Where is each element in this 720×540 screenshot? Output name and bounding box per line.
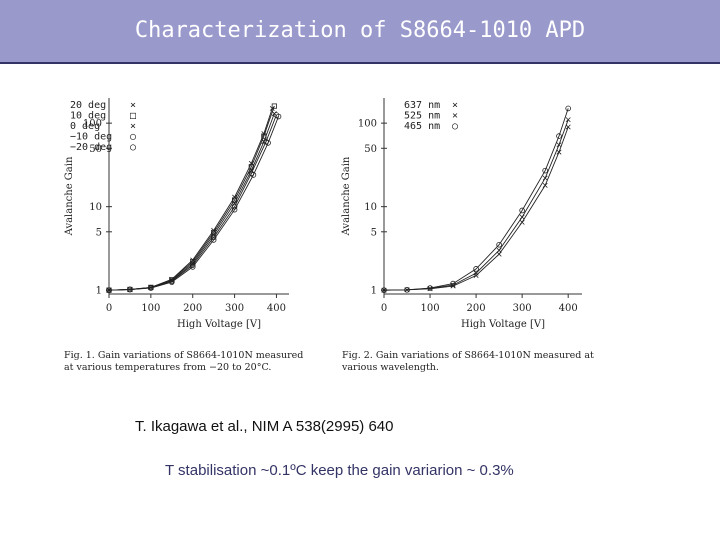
chart2-series-line bbox=[383, 126, 569, 291]
chart1-data-point bbox=[265, 140, 271, 146]
chart1-data-point bbox=[189, 264, 196, 270]
chart2-legend-marker: × bbox=[452, 111, 458, 122]
chart2-data-point bbox=[519, 219, 525, 225]
chart1-legend-label: −10 deg bbox=[70, 132, 112, 143]
fig1-caption: Fig. 1. Gain variations of S8664-1010N m… bbox=[64, 350, 304, 374]
chart2-data-point bbox=[565, 117, 571, 123]
chart1-data-point bbox=[248, 164, 254, 170]
slide-title: Characterization of S8664-1010 APD bbox=[134, 18, 586, 43]
chart2-data-point bbox=[542, 167, 548, 174]
figure-panel: 0 100 200 300 400 1 5 10 50 100 High Voltage [V] Av… bbox=[44, 66, 614, 376]
chart2-legend-label: 465 nm bbox=[404, 121, 440, 132]
chart2-data-point bbox=[404, 287, 410, 293]
chart1-legend-label: 10 deg bbox=[70, 111, 106, 122]
chart1-y-tick-label: 100 bbox=[83, 119, 102, 130]
chart2-data-point bbox=[473, 266, 479, 272]
chart2-data-point bbox=[381, 287, 387, 293]
chart1-data-point bbox=[106, 287, 112, 293]
chart1-x-tick-label: 300 bbox=[225, 303, 244, 314]
chart1-legend-marker: ○ bbox=[130, 142, 136, 153]
chart2-data-point bbox=[565, 124, 571, 130]
title-bar: Characterization of S8664-1010 APD bbox=[0, 0, 720, 64]
chart2-legend-label: 525 nm bbox=[404, 111, 440, 122]
chart2-data-point bbox=[496, 251, 502, 257]
chart1-x-tick-label: 100 bbox=[141, 303, 160, 314]
chart1-x-tick-label: 200 bbox=[183, 303, 202, 314]
chart2-data-point bbox=[496, 247, 502, 253]
chart1-data-point bbox=[271, 103, 277, 109]
chart2-legend-marker: ○ bbox=[452, 121, 458, 132]
fig2-caption: Fig. 2. Gain variations of S8664-1010N m… bbox=[342, 350, 602, 374]
chart2-x-tick-label: 400 bbox=[559, 303, 578, 314]
chart2-y-axis-label: Avalanche Gain bbox=[341, 156, 352, 236]
chart2-data-point bbox=[542, 182, 548, 188]
chart1-y-tick-label: 50 bbox=[89, 144, 102, 155]
chart1-data-point bbox=[127, 286, 133, 293]
chart2-x-tick-label: 300 bbox=[513, 303, 532, 314]
chart1-y-tick-label: 1 bbox=[96, 286, 102, 297]
chart1-legend-marker: × bbox=[130, 100, 136, 111]
chart2-y-tick-label: 100 bbox=[358, 119, 377, 130]
chart1-y-tick-label: 10 bbox=[89, 202, 102, 213]
chart2-data-point bbox=[556, 133, 562, 139]
chart1-y-tick-label: 5 bbox=[96, 227, 102, 238]
chart1-data-point bbox=[231, 206, 238, 213]
chart1-x-tick-label: 400 bbox=[267, 303, 286, 314]
chart2-x-axis-label: High Voltage [V] bbox=[461, 319, 545, 330]
chart1-legend-label: −20 deg bbox=[70, 142, 112, 153]
chart1-x-axis-label: High Voltage [V] bbox=[177, 319, 261, 330]
chart2-data-point bbox=[519, 207, 525, 214]
chart1-series-line bbox=[108, 116, 279, 291]
chart2-legend-marker: × bbox=[452, 100, 458, 111]
chart2-data-point bbox=[556, 142, 562, 148]
chart1-legend-marker: □ bbox=[130, 111, 136, 122]
chart2-y-tick-label: 50 bbox=[364, 144, 377, 155]
chart2-y-tick-label: 1 bbox=[371, 286, 377, 297]
chart1-legend-marker: × bbox=[130, 121, 136, 132]
fig2-caption-text: Fig. 2. Gain variations of S8664-1010N m… bbox=[342, 350, 594, 373]
chart2-x-tick-label: 100 bbox=[420, 303, 439, 314]
chart2-x-tick-label: 200 bbox=[467, 303, 486, 314]
chart2-series-line bbox=[383, 108, 569, 291]
chart2-x-tick-label: 0 bbox=[381, 303, 387, 314]
fig1-caption-text: Fig. 1. Gain variations of S8664-1010N m… bbox=[64, 350, 304, 373]
chart2-data-point bbox=[556, 149, 562, 155]
chart2-legend-label: 637 nm bbox=[404, 100, 440, 111]
chart1-legend-label: 20 deg bbox=[70, 100, 106, 111]
chart2-data-point bbox=[542, 175, 548, 181]
chart2-data-point bbox=[519, 214, 525, 220]
chart2-data-point bbox=[565, 105, 571, 112]
chart1-data-point bbox=[148, 285, 154, 291]
note-text: T stabilisation ~0.1ºC keep the gain var… bbox=[165, 462, 514, 479]
chart1-legend-marker: ○ bbox=[130, 132, 136, 143]
chart1-data-point bbox=[231, 197, 238, 203]
chart2-data-point bbox=[473, 270, 479, 276]
chart1-data-point bbox=[168, 279, 175, 285]
chart2-data-point bbox=[427, 285, 433, 291]
chart1-data-point bbox=[210, 237, 217, 243]
chart2-data-point bbox=[450, 280, 456, 287]
chart1-data-point bbox=[232, 194, 238, 200]
chart1-y-axis-label: Avalanche Gain bbox=[64, 156, 75, 236]
chart2-data-point bbox=[496, 241, 502, 248]
chart2-y-tick-label: 10 bbox=[364, 202, 377, 213]
chart1-data-point bbox=[275, 113, 282, 120]
reference-text: T. Ikagawa et al., NIM A 538(2995) 640 bbox=[135, 418, 394, 435]
chart1-data-point bbox=[250, 172, 257, 178]
chart1-legend-label: 0 deg bbox=[70, 121, 100, 132]
chart2-series-line bbox=[383, 119, 569, 291]
chart1-x-tick-label: 0 bbox=[106, 303, 112, 314]
chart2-y-tick-label: 5 bbox=[371, 227, 377, 238]
